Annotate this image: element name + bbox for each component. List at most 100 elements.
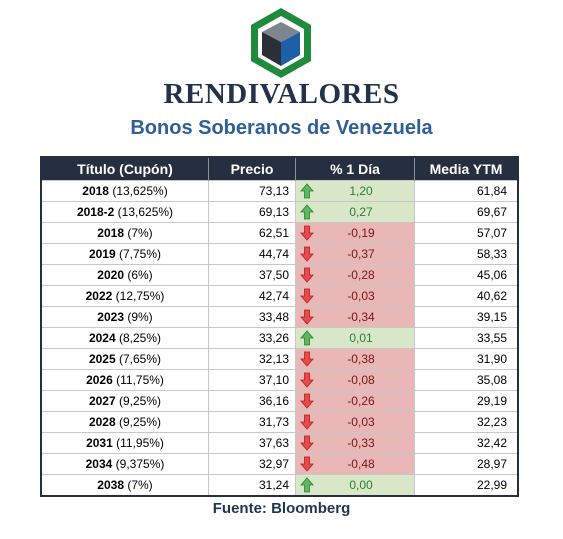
- bond-price: 37,63: [208, 432, 296, 454]
- bond-coupon: (9,25%): [119, 415, 162, 429]
- bond-coupon: (12,75%): [115, 289, 165, 303]
- bond-coupon: (7%): [127, 478, 153, 492]
- bond-coupon: (9%): [127, 310, 153, 324]
- arrow-up-icon: [300, 183, 314, 199]
- header-cambio: % 1 Día: [295, 157, 415, 181]
- bond-ytm: 29,19: [414, 390, 519, 412]
- table-row: 2027 (9,25%) 36,16 -0,26 29,19: [40, 390, 519, 412]
- bond-change: -0,48: [347, 457, 375, 471]
- arrow-up-icon: [300, 330, 314, 346]
- bond-change-cell: -0,48: [295, 453, 415, 475]
- bond-coupon: (7,75%): [119, 247, 162, 261]
- bond-title: 2019 (7,75%): [40, 243, 209, 265]
- bond-change: 1,20: [349, 184, 373, 198]
- brand-name: RENDIVALORES: [163, 78, 400, 110]
- bond-title: 2034 (9,375%): [40, 453, 209, 475]
- bond-change: 0,00: [349, 478, 373, 492]
- bond-change: -0,26: [347, 394, 375, 408]
- bond-ytm: 58,33: [414, 243, 519, 265]
- bond-change-cell: -0,26: [295, 390, 415, 412]
- bond-change-cell: -0,19: [295, 222, 415, 244]
- arrow-down-icon: [300, 288, 314, 304]
- bond-year: 2024: [88, 331, 116, 345]
- bond-ytm: 31,90: [414, 348, 519, 370]
- arrow-down-icon: [300, 246, 314, 262]
- table-row: 2018-2 (13,625%) 69,13 0,27 69,67: [40, 201, 519, 223]
- bond-coupon: (13,625%): [117, 205, 174, 219]
- bond-price: 31,73: [208, 411, 296, 433]
- bond-change: -0,38: [347, 352, 375, 366]
- bond-year: 2023: [97, 310, 124, 324]
- bond-title: 2025 (7,65%): [40, 348, 209, 370]
- bond-change-cell: -0,03: [295, 411, 415, 433]
- bond-coupon: (9,375%): [115, 457, 165, 471]
- table-row: 2023 (9%) 33,48 -0,34 39,15: [40, 306, 519, 328]
- bond-change: -0,19: [347, 226, 375, 240]
- bond-change: -0,03: [347, 415, 375, 429]
- bond-year: 2018: [82, 184, 109, 198]
- table-row: 2018 (7%) 62,51 -0,19 57,07: [40, 222, 519, 244]
- bond-title: 2018 (7%): [40, 222, 209, 244]
- bond-ytm: 69,67: [414, 201, 519, 223]
- bond-change: -0,34: [347, 310, 375, 324]
- arrow-up-icon: [300, 477, 314, 493]
- bond-ytm: 57,07: [414, 222, 519, 244]
- bond-change: 0,27: [349, 205, 373, 219]
- bond-year: 2018: [97, 226, 124, 240]
- bond-change-cell: 0,00: [295, 474, 415, 497]
- bond-change-cell: -0,03: [295, 285, 415, 307]
- table-row: 2025 (7,65%) 32,13 -0,38 31,90: [40, 348, 519, 370]
- bond-price: 62,51: [208, 222, 296, 244]
- bond-year: 2018-2: [76, 205, 115, 219]
- bond-ytm: 45,06: [414, 264, 519, 286]
- bond-title: 2026 (11,75%): [40, 369, 209, 391]
- bond-year: 2019: [88, 247, 116, 261]
- bond-change: -0,03: [347, 289, 375, 303]
- bond-title: 2018 (13,625%): [40, 180, 209, 202]
- bond-price: 32,97: [208, 453, 296, 475]
- bond-change-cell: -0,08: [295, 369, 415, 391]
- bond-title: 2038 (7%): [40, 474, 209, 497]
- bond-ytm: 40,62: [414, 285, 519, 307]
- header-titulo: Título (Cupón): [41, 157, 209, 181]
- arrow-down-icon: [300, 435, 314, 451]
- table-row: 2038 (7%) 31,24 0,00 22,99: [40, 474, 519, 497]
- bond-change-cell: 0,27: [295, 201, 415, 223]
- table-header-row: Título (Cupón) Precio % 1 Día Media YTM: [41, 157, 518, 181]
- bond-change: -0,28: [347, 268, 375, 282]
- bond-ytm: 22,99: [414, 474, 519, 497]
- bond-price: 37,50: [208, 264, 296, 286]
- table-row: 2022 (12,75%) 42,74 -0,03 40,62: [40, 285, 519, 307]
- bond-ytm: 35,08: [414, 369, 519, 391]
- rendivalores-logo: [251, 8, 311, 78]
- arrow-down-icon: [300, 351, 314, 367]
- arrow-down-icon: [300, 267, 314, 283]
- arrow-down-icon: [300, 225, 314, 241]
- table-row: 2018 (13,625%) 73,13 1,20 61,84: [40, 180, 519, 202]
- bond-price: 37,10: [208, 369, 296, 391]
- arrow-down-icon: [300, 393, 314, 409]
- bond-title: 2031 (11,95%): [40, 432, 209, 454]
- bond-change-cell: -0,33: [295, 432, 415, 454]
- table-row: 2024 (8,25%) 33,26 0,01 33,55: [40, 327, 519, 349]
- table-row: 2031 (11,95%) 37,63 -0,33 32,42: [40, 432, 519, 454]
- bond-title: 2020 (6%): [40, 264, 209, 286]
- bond-coupon: (11,95%): [116, 436, 164, 450]
- bond-title: 2024 (8,25%): [40, 327, 209, 349]
- header-precio: Precio: [208, 157, 296, 181]
- bond-ytm: 61,84: [414, 180, 519, 202]
- bond-year: 2027: [88, 394, 116, 408]
- bond-coupon: (7,65%): [119, 352, 162, 366]
- bond-change-cell: -0,37: [295, 243, 415, 265]
- bond-change: -0,37: [347, 247, 375, 261]
- table-row: 2019 (7,75%) 44,74 -0,37 58,33: [40, 243, 519, 265]
- header-ytm: Media YTM: [414, 157, 518, 181]
- arrow-down-icon: [300, 309, 314, 325]
- bond-change: 0,01: [349, 331, 373, 345]
- bond-coupon: (11,75%): [116, 373, 164, 387]
- bond-price: 69,13: [208, 201, 296, 223]
- bond-year: 2022: [85, 289, 113, 303]
- bond-coupon: (8,25%): [119, 331, 162, 345]
- bond-price: 73,13: [208, 180, 296, 202]
- bond-year: 2025: [88, 352, 116, 366]
